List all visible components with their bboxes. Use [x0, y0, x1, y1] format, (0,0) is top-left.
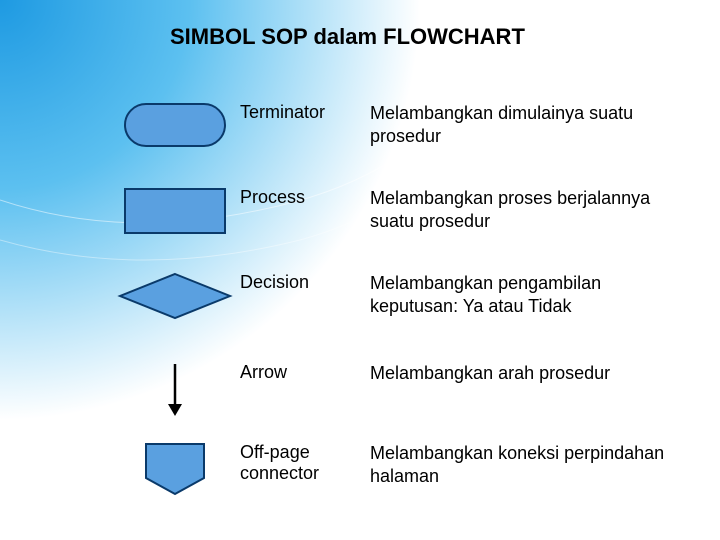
row-arrow: Arrow Melambangkan arah prosedur	[110, 360, 690, 420]
arrow-icon	[155, 360, 195, 420]
row-process: Process Melambangkan proses berjalannya …	[110, 185, 690, 237]
symbol-decision	[110, 270, 240, 322]
label-terminator: Terminator	[240, 100, 370, 123]
label-decision: Decision	[240, 270, 370, 293]
symbol-offpage	[110, 440, 240, 500]
decision-icon	[115, 270, 235, 322]
page-title: SIMBOL SOP dalam FLOWCHART	[170, 24, 525, 50]
symbol-arrow	[110, 360, 240, 420]
desc-arrow: Melambangkan arah prosedur	[370, 360, 670, 385]
process-icon	[120, 185, 230, 237]
label-process: Process	[240, 185, 370, 208]
desc-decision: Melambangkan pengambilan keputusan: Ya a…	[370, 270, 670, 319]
row-offpage: Off-page connector Melambangkan koneksi …	[110, 440, 690, 500]
label-offpage: Off-page connector	[240, 440, 370, 484]
offpage-icon	[140, 440, 210, 500]
symbol-terminator	[110, 100, 240, 150]
desc-offpage: Melambangkan koneksi perpindahan halaman	[370, 440, 670, 489]
terminator-icon	[120, 100, 230, 150]
row-terminator: Terminator Melambangkan dimulainya suatu…	[110, 100, 690, 150]
row-decision: Decision Melambangkan pengambilan keputu…	[110, 270, 690, 322]
desc-process: Melambangkan proses berjalannya suatu pr…	[370, 185, 670, 234]
symbol-process	[110, 185, 240, 237]
desc-terminator: Melambangkan dimulainya suatu prosedur	[370, 100, 670, 149]
label-arrow: Arrow	[240, 360, 370, 383]
